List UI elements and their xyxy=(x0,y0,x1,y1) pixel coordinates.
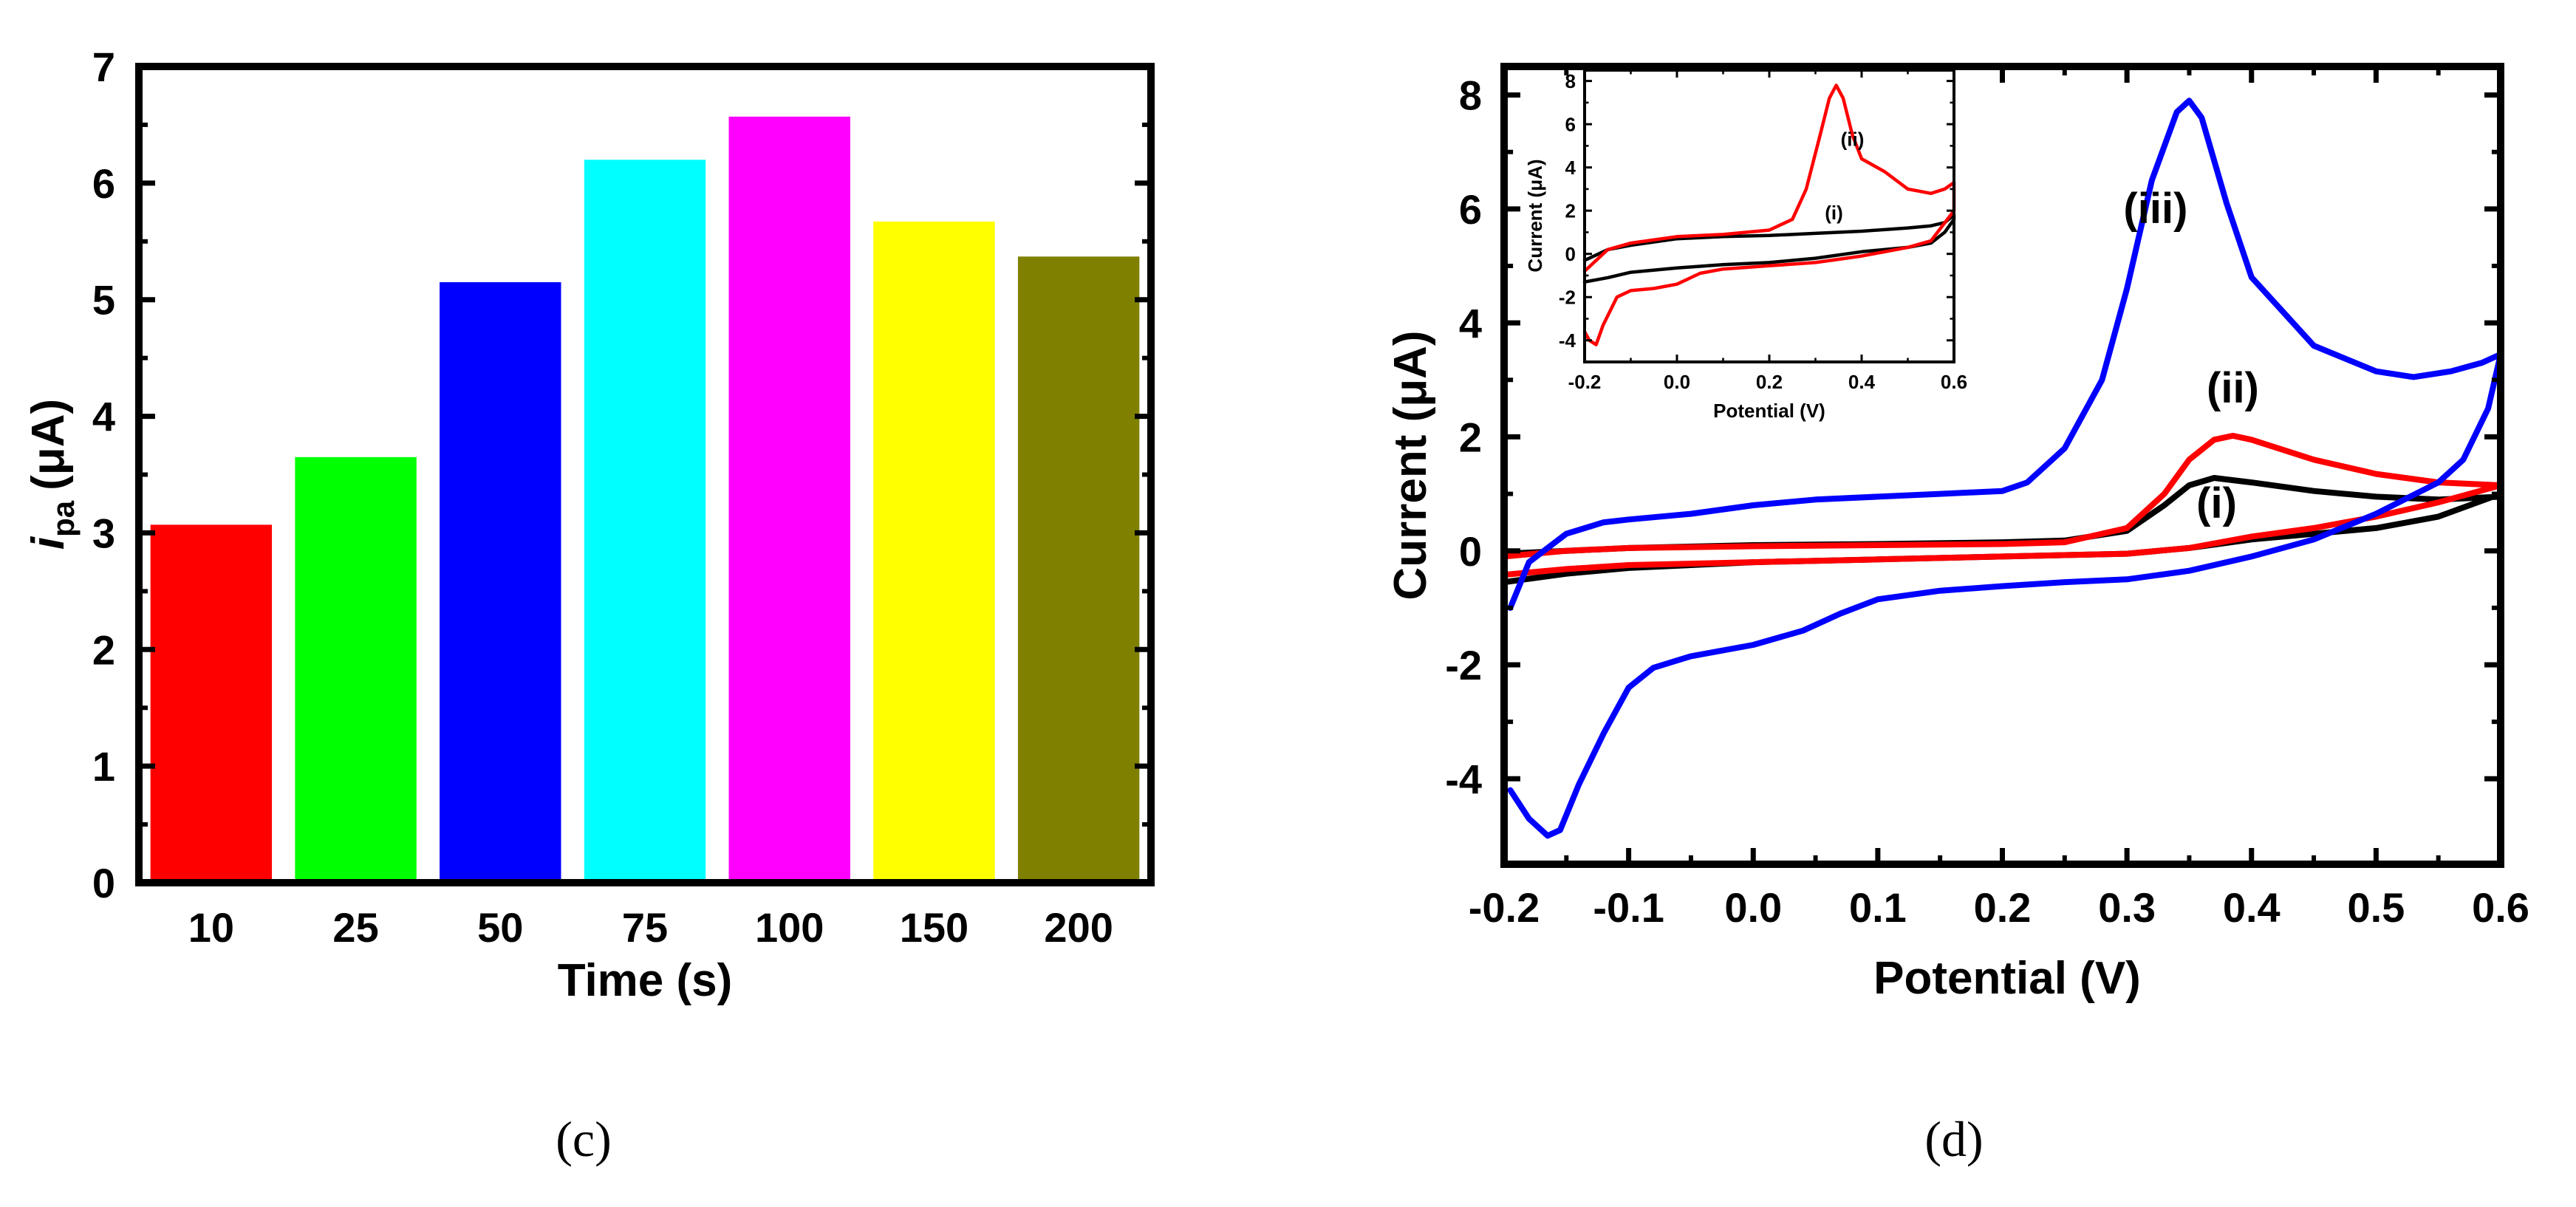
bar-75 xyxy=(584,160,706,883)
plot-frame xyxy=(135,63,1155,886)
bar-150 xyxy=(873,221,995,883)
x-tick-label: 75 xyxy=(622,904,668,951)
y-tick-label: -4 xyxy=(1559,329,1576,352)
curve-label-ii: (ii) xyxy=(2207,364,2259,412)
bar-25 xyxy=(295,457,417,883)
y-tick-label: 2 xyxy=(1565,200,1576,222)
x-tick-label: 25 xyxy=(332,904,378,951)
x-tick-label: 0.6 xyxy=(1941,371,1967,393)
curve-label-i: (i) xyxy=(1825,202,1843,224)
y-tick-label: 2 xyxy=(1459,414,1482,461)
curve-label-iii: (iii) xyxy=(2123,185,2187,233)
bar-chart-panel: 0 1 2 3 4 5 6 7 10 25 50 75 100 150 200 Time (s) ipa (… xyxy=(23,44,1155,1167)
x-tick-label: -0.2 xyxy=(1469,884,1540,931)
x-axis-title: Potential (V) xyxy=(1873,953,2141,1004)
curve-label-ii: (ii) xyxy=(1841,128,1865,150)
y-tick-label: 6 xyxy=(92,160,115,207)
x-tick-label: 0.1 xyxy=(1849,884,1907,931)
y-tick-label: -2 xyxy=(1445,642,1482,688)
x-tick-label: -0.2 xyxy=(1568,371,1602,393)
x-tick-label: 0.5 xyxy=(2347,884,2405,931)
y-tick-label: 6 xyxy=(1459,186,1482,233)
y-tick-label: 4 xyxy=(1459,300,1482,346)
bar-group xyxy=(150,116,1140,883)
x-tick-label: 0.4 xyxy=(1848,371,1876,393)
x-tick-label: 100 xyxy=(755,904,824,951)
line-chart-panel: -0.2 -0.1 0.0 0.1 0.2 0.3 0.4 0.5 0.6 -4 -2 0 2 4 6 8 (… xyxy=(1385,63,2529,1167)
y-tick-label: -2 xyxy=(1559,287,1576,309)
y-tick-label: -4 xyxy=(1445,756,1482,802)
x-tick-label: 0.6 xyxy=(2472,884,2529,931)
x-axis-title: Time (s) xyxy=(558,955,733,1006)
y-tick-label: 8 xyxy=(1459,72,1482,119)
x-axis-ticks: 10 25 50 75 100 150 200 xyxy=(188,904,1113,951)
inset-plot-frame xyxy=(1583,69,1955,363)
curve-iii xyxy=(1507,98,2504,839)
y-tick-label: 6 xyxy=(1565,114,1576,136)
bar-200 xyxy=(1017,256,1140,883)
y-tick-label: 0 xyxy=(1459,528,1482,575)
curve-annotations: (i) (ii) (iii) xyxy=(2123,185,2258,527)
inset-curve-annotations: (i) (ii) xyxy=(1825,128,1864,223)
panel-label-c: (c) xyxy=(556,1111,611,1167)
x-tick-label: 0.0 xyxy=(1664,371,1690,393)
x-tick-label: 0.0 xyxy=(1724,884,1782,931)
inset-y-axis-title: Current (μA) xyxy=(1524,159,1546,272)
inset-chart: -0.2 0.0 0.2 0.4 0.6 -4 -2 0 2 4 6 8 (i) (ii) Potent… xyxy=(1524,69,1967,422)
bar-10 xyxy=(150,524,273,883)
x-tick-label: 0.2 xyxy=(1974,884,2032,931)
y-tick-label: 1 xyxy=(92,743,115,790)
panel-label-d: (d) xyxy=(1924,1111,1983,1167)
y-tick-label: 0 xyxy=(92,860,115,906)
y-axis-title-unit: (μA) xyxy=(23,399,74,490)
y-tick-label: 7 xyxy=(92,44,115,90)
y-axis-title: Current (μA) xyxy=(1385,330,1436,600)
y-axis-title: ipa (μA) xyxy=(23,399,81,550)
x-tick-label: 50 xyxy=(477,904,523,951)
y-tick-label: 0 xyxy=(1565,243,1576,265)
inset-background xyxy=(1585,70,1954,362)
x-tick-label: 0.2 xyxy=(1756,371,1783,393)
inset-x-axis-title: Potential (V) xyxy=(1713,400,1825,422)
bar-50 xyxy=(440,282,561,883)
x-tick-label: -0.1 xyxy=(1593,884,1664,931)
curve-label-i: (i) xyxy=(2196,479,2237,527)
x-tick-label: 200 xyxy=(1044,904,1113,951)
inset-axis-ticks: -0.2 0.0 0.2 0.4 0.6 -4 -2 0 2 4 6 8 xyxy=(1559,70,1967,393)
x-tick-label: 0.3 xyxy=(2098,884,2156,931)
y-tick-label: 4 xyxy=(1565,157,1576,179)
y-tick-label: 3 xyxy=(92,510,115,556)
main-plot-frame xyxy=(1500,63,2504,868)
x-tick-label: 0.4 xyxy=(2223,884,2281,931)
bar-100 xyxy=(728,116,850,883)
y-tick-label: 8 xyxy=(1565,70,1576,92)
y-axis-title-subscript: pa xyxy=(46,500,81,537)
y-tick-label: 2 xyxy=(92,626,115,673)
x-tick-label: 10 xyxy=(188,904,234,951)
x-tick-label: 150 xyxy=(900,904,968,951)
y-tick-label: 4 xyxy=(92,394,115,440)
y-tick-label: 5 xyxy=(92,277,115,324)
curve-ii xyxy=(1501,432,2504,578)
y-axis-title-symbol: i xyxy=(23,536,74,550)
curve-group xyxy=(1501,98,2504,839)
